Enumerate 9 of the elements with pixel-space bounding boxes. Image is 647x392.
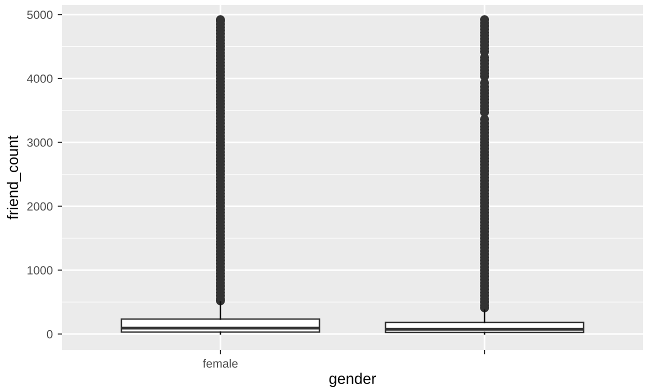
y-tick-label: 5000 — [27, 10, 53, 19]
y-tick-label: 2000 — [27, 202, 53, 211]
y-tick-label: 3000 — [27, 138, 53, 147]
x-tick-label: female — [202, 359, 238, 368]
y-tick-label: 1000 — [28, 266, 53, 275]
y-tick-label: 4000 — [26, 74, 53, 83]
y-axis-title: friend_count — [6, 136, 22, 220]
x-axis-title: gender — [329, 372, 376, 388]
y-tick-label: 0 — [46, 330, 53, 338]
